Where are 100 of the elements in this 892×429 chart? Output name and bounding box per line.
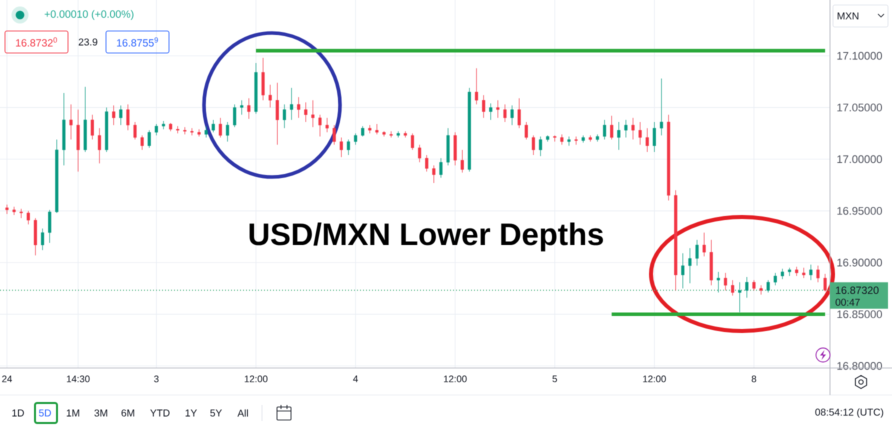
candlestick	[20, 208, 23, 218]
candlestick	[212, 120, 215, 133]
candlestick	[795, 266, 798, 276]
candlestick	[204, 126, 208, 138]
candlestick	[702, 232, 706, 257]
text: 1M	[66, 410, 80, 416]
x-tick-label: 12:00	[244, 376, 268, 382]
text: YTD	[150, 410, 170, 416]
candlestick	[602, 120, 606, 140]
candlestick	[681, 252, 684, 289]
text: 00:47	[836, 298, 860, 306]
text: 5D	[39, 410, 51, 416]
candlestick	[162, 120, 166, 130]
candlestick	[233, 104, 236, 128]
candlestick	[518, 98, 521, 128]
x-tick-label: 4	[353, 376, 358, 382]
candlestick	[40, 228, 44, 250]
candlestick	[766, 280, 770, 293]
candlestick	[816, 265, 820, 282]
candlestick	[290, 88, 294, 120]
candlestick	[780, 268, 784, 280]
candlestick	[48, 210, 52, 244]
candlestick	[510, 105, 514, 126]
candlestick	[361, 126, 364, 137]
candlestick	[326, 118, 329, 133]
candlestick	[112, 105, 116, 126]
candlestick	[262, 58, 265, 101]
candlestick	[482, 94, 486, 118]
candlestick	[688, 248, 692, 284]
candlestick	[375, 124, 378, 135]
candlestick	[311, 100, 314, 128]
candlestick	[318, 114, 322, 137]
candlestick	[190, 128, 194, 136]
candlestick	[90, 114, 94, 140]
candlestick	[560, 134, 564, 146]
candlestick	[410, 133, 414, 150]
candlestick	[460, 150, 464, 173]
candlestick	[432, 165, 436, 184]
x-tick-label: 12:00	[444, 376, 467, 382]
candlestick	[26, 210, 30, 225]
candlestick	[247, 98, 250, 120]
candlestick	[304, 102, 308, 122]
candlestick	[802, 267, 806, 278]
candlestick	[738, 282, 742, 312]
annotation: 16.8732$^{0}$	[16, 37, 57, 47]
candlestick	[503, 104, 507, 122]
candlestick	[69, 104, 73, 140]
candlestick	[809, 264, 812, 280]
candlestick	[624, 120, 628, 138]
candlestick	[148, 130, 151, 148]
candlestick	[538, 136, 542, 156]
candlestick	[282, 104, 286, 128]
candlestick	[418, 144, 422, 163]
candlestick	[140, 135, 144, 150]
candlestick	[197, 128, 201, 137]
candlestick	[154, 124, 158, 136]
candlestick	[660, 78, 664, 136]
y-tick-label: 16.95000	[837, 206, 882, 215]
text: 5Y	[210, 410, 222, 416]
annotation: 23.9	[78, 38, 98, 46]
y-tick-label: 17.10000	[837, 52, 882, 60]
candlestick	[439, 158, 443, 178]
candlestick	[610, 115, 614, 140]
y-axis-title: MXN	[838, 12, 858, 20]
candlestick	[297, 96, 300, 118]
candlestick	[652, 122, 656, 152]
candlestick	[695, 240, 699, 266]
candlestick	[425, 154, 428, 172]
candlestick	[474, 68, 478, 105]
candlestick	[532, 135, 535, 156]
x-tick-label: 14:30	[66, 376, 90, 382]
candlestick	[524, 122, 528, 140]
y-tick-label: 17.05000	[837, 104, 882, 112]
candlestick	[496, 100, 500, 118]
candlestick	[731, 280, 734, 296]
y-tick-label: 16.85000	[837, 310, 882, 318]
candlestick	[354, 133, 358, 146]
candlestick	[98, 128, 102, 164]
y-tick-label: 16.80000	[837, 362, 882, 370]
annotation: 16.8755$^{9}$	[117, 37, 158, 47]
candlestick	[240, 100, 244, 116]
candlestick	[340, 137, 343, 158]
candlestick	[788, 267, 792, 276]
candlestick	[752, 280, 756, 291]
candlestick	[332, 124, 336, 146]
candlestick	[119, 105, 122, 126]
candlestick	[646, 128, 649, 152]
text: 3M	[94, 409, 108, 417]
candlestick	[774, 272, 777, 286]
y-tick-label: 17.00000	[837, 155, 882, 164]
text: 6M	[122, 409, 134, 417]
candlestick	[716, 272, 720, 293]
text: All	[237, 409, 248, 417]
text: 1D	[12, 410, 24, 416]
candlestick	[5, 204, 9, 214]
candlestick	[133, 122, 137, 140]
x-tick-label: 3	[154, 376, 159, 382]
candlestick	[617, 122, 620, 150]
text: 1Y	[186, 410, 197, 416]
candlestick	[226, 122, 230, 142]
